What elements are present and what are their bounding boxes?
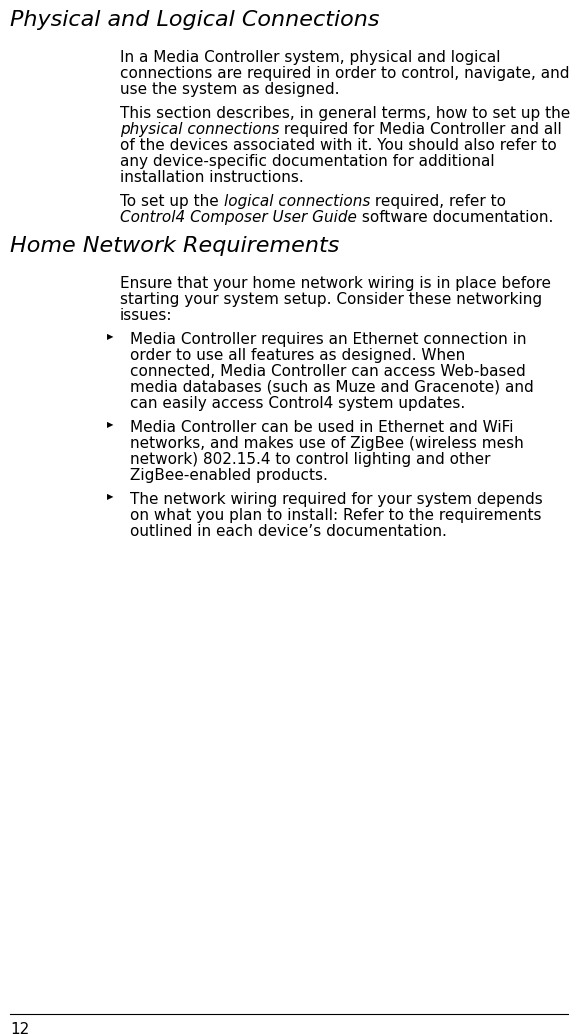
Text: This section describes, in general terms, how to set up the: This section describes, in general terms… <box>120 107 570 121</box>
Text: any device-specific documentation for additional: any device-specific documentation for ad… <box>120 154 495 169</box>
Text: required, refer to: required, refer to <box>370 194 506 209</box>
Text: media databases (such as Muze and Gracenote) and: media databases (such as Muze and Gracen… <box>130 381 533 395</box>
Text: required for Media Controller and all: required for Media Controller and all <box>279 122 562 136</box>
Text: can easily access Control4 system updates.: can easily access Control4 system update… <box>130 396 465 410</box>
Text: ▶: ▶ <box>107 332 113 341</box>
Text: on what you plan to install: Refer to the requirements: on what you plan to install: Refer to th… <box>130 508 542 523</box>
Text: installation instructions.: installation instructions. <box>120 170 304 185</box>
Text: connected, Media Controller can access Web-based: connected, Media Controller can access W… <box>130 364 526 379</box>
Text: In a Media Controller system, physical and logical: In a Media Controller system, physical a… <box>120 50 501 65</box>
Text: The network wiring required for your system depends: The network wiring required for your sys… <box>130 492 543 507</box>
Text: software documentation.: software documentation. <box>357 210 553 225</box>
Text: outlined in each device’s documentation.: outlined in each device’s documentation. <box>130 524 447 539</box>
Text: use the system as designed.: use the system as designed. <box>120 82 339 97</box>
Text: Control4 Composer User Guide: Control4 Composer User Guide <box>120 210 357 225</box>
Text: physical connections: physical connections <box>120 122 279 136</box>
Text: connections are required in order to control, navigate, and: connections are required in order to con… <box>120 66 569 81</box>
Text: Ensure that your home network wiring is in place before: Ensure that your home network wiring is … <box>120 276 551 291</box>
Text: 12: 12 <box>10 1022 29 1034</box>
Text: networks, and makes use of ZigBee (wireless mesh: networks, and makes use of ZigBee (wirel… <box>130 436 524 451</box>
Text: Physical and Logical Connections: Physical and Logical Connections <box>10 10 380 30</box>
Text: order to use all features as designed. When: order to use all features as designed. W… <box>130 348 465 363</box>
Text: Home Network Requirements: Home Network Requirements <box>10 236 339 256</box>
Text: starting your system setup. Consider these networking: starting your system setup. Consider the… <box>120 292 542 307</box>
Text: network) 802.15.4 to control lighting and other: network) 802.15.4 to control lighting an… <box>130 452 491 467</box>
Text: ▶: ▶ <box>107 492 113 501</box>
Text: ▶: ▶ <box>107 420 113 429</box>
Text: issues:: issues: <box>120 308 172 323</box>
Text: To set up the: To set up the <box>120 194 224 209</box>
Text: Media Controller requires an Ethernet connection in: Media Controller requires an Ethernet co… <box>130 332 527 347</box>
Text: of the devices associated with it. You should also refer to: of the devices associated with it. You s… <box>120 138 557 153</box>
Text: ZigBee-enabled products.: ZigBee-enabled products. <box>130 468 328 483</box>
Text: Media Controller can be used in Ethernet and WiFi: Media Controller can be used in Ethernet… <box>130 420 513 435</box>
Text: logical connections: logical connections <box>224 194 370 209</box>
